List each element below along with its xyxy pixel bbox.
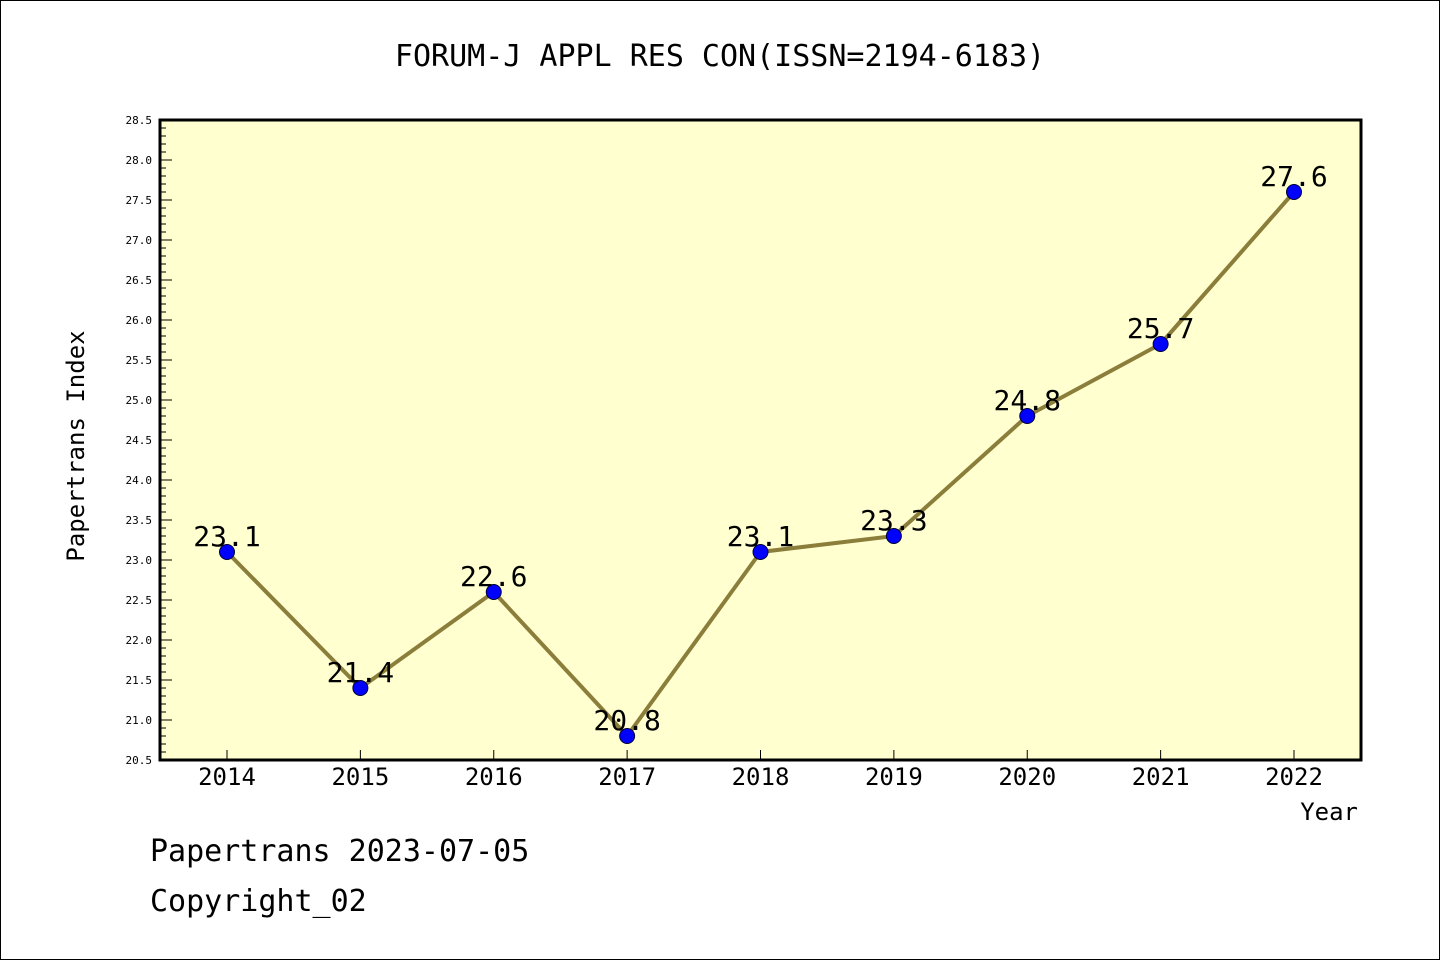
y-tick-label: 26.0 (126, 314, 153, 327)
y-tick-label: 22.0 (126, 634, 153, 647)
data-point (485, 584, 502, 600)
x-tick-label: 2014 (198, 763, 256, 791)
y-tick-label: 23.5 (126, 514, 153, 527)
data-point (885, 528, 902, 544)
x-tick-label: 2021 (1132, 763, 1190, 791)
y-tick-label: 27.0 (126, 234, 153, 247)
x-axis: 2014 2015 2016 2017 2018 2019 2020 2021 2022 (198, 750, 1323, 791)
data-label: 25.7 (1127, 312, 1194, 345)
data-label: 21.4 (327, 656, 394, 689)
y-tick-label: 21.5 (126, 674, 153, 687)
data-point (1152, 336, 1169, 352)
x-tick-label: 2020 (998, 763, 1056, 791)
y-tick-label: 24.0 (126, 474, 153, 487)
data-label: 23.1 (727, 520, 794, 553)
data-label: 23.1 (193, 520, 260, 553)
y-tick-label: 21.0 (126, 714, 153, 727)
data-label: 20.8 (593, 704, 660, 737)
y-tick-label: 22.5 (126, 594, 153, 607)
x-tick-label: 2022 (1265, 763, 1323, 791)
data-label: 27.6 (1260, 160, 1327, 193)
y-tick-label: 25.0 (126, 394, 153, 407)
y-tick-label: 23.0 (126, 554, 153, 567)
plot-area (158, 118, 1363, 762)
footer-copyright-text: Copyright_02 (150, 884, 367, 919)
data-point (1019, 408, 1036, 424)
x-tick-label: 2016 (465, 763, 523, 791)
data-label: 23.3 (860, 504, 927, 537)
y-axis: 20.5 21.0 21.5 22.0 22.5 23.0 23.5 24.0 24.5 25.0… (126, 114, 172, 767)
y-tick-label: 24.5 (126, 434, 153, 447)
data-label: 24.8 (994, 384, 1061, 417)
data-label: 22.6 (460, 560, 527, 593)
data-point (619, 728, 636, 744)
y-tick-label: 28.0 (126, 154, 153, 167)
y-axis-label: Papertrans Index (62, 330, 90, 561)
x-tick-label: 2015 (331, 763, 389, 791)
x-tick-label: 2019 (865, 763, 923, 791)
chart-title: FORUM-J APPL RES CON(ISSN=2194-6183) (395, 39, 1045, 74)
series-group: 23.1 21.4 22.6 20.8 23.1 23.3 24.8 25.7 27.6 (193, 160, 1328, 744)
data-point (752, 544, 769, 560)
data-point (219, 544, 235, 560)
y-tick-label: 26.5 (126, 274, 153, 287)
y-tick-label: 28.5 (126, 114, 153, 127)
data-point (352, 680, 369, 696)
y-tick-label: 20.5 (126, 754, 153, 767)
x-tick-label: 2017 (598, 763, 656, 791)
data-point (1286, 184, 1302, 200)
y-tick-label: 27.5 (126, 194, 153, 207)
y-tick-label: 25.5 (126, 354, 153, 367)
x-tick-label: 2018 (732, 763, 790, 791)
footer-date-text: Papertrans 2023-07-05 (150, 834, 530, 869)
x-axis-label: Year (1300, 798, 1358, 826)
